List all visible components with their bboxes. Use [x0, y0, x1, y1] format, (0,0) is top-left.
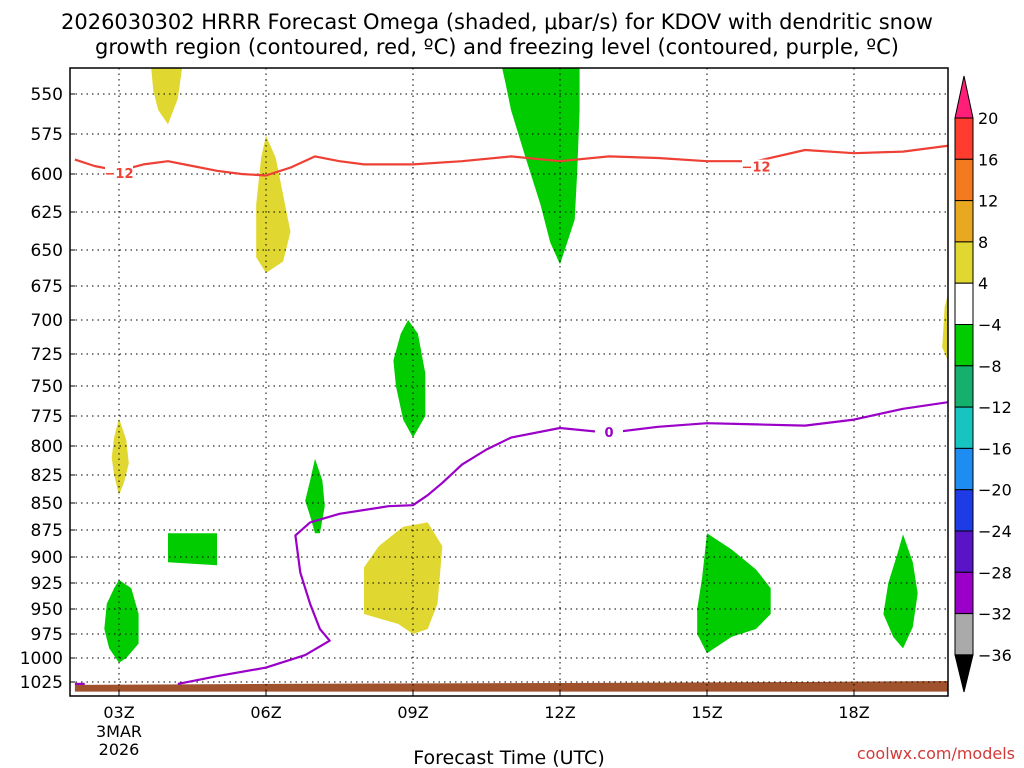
colorbar-label-7: −12: [978, 398, 1012, 417]
y-tick-950: 950: [31, 600, 63, 620]
x-tick-sub-03Z-1: 2026: [99, 740, 140, 759]
contour-label-bg-dendritic-growth-minus12-1: [742, 159, 770, 174]
colorbar-label-2: 12: [978, 192, 998, 211]
colorbar-segment-8: [954, 406, 974, 449]
colorbar-segment-13: [954, 613, 974, 656]
shaded-region-green-03z-lower: [104, 579, 139, 663]
y-tick-575: 575: [31, 125, 63, 145]
contour-label-bg-dendritic-growth-minus12-0: [105, 166, 133, 180]
y-axis: 550 575 600 625 650 675 700 725 750 775 800 825 850 8…: [20, 85, 75, 693]
x-tick-sub-03Z-0: 3MAR: [96, 722, 142, 741]
shaded-region-green-04z-rect: [168, 533, 217, 566]
colorbar-label-12: −32: [978, 605, 1012, 624]
shaded-region-yellow-right-700: [942, 294, 948, 362]
shaded-region-green-11z-12z-upper: [502, 68, 580, 265]
contour-label-dendritic-growth-minus12-1: −12: [742, 161, 771, 176]
x-tick-09Z: 09Z: [397, 703, 428, 722]
shaded-region-green-right-top: [950, 64, 953, 134]
colorbar-segment-9: [954, 447, 974, 491]
colorbar-label-6: −8: [978, 357, 1002, 376]
shaded-region-yellow-09z-lower: [364, 522, 443, 634]
x-tick-18Z: 18Z: [838, 703, 869, 722]
credit-text: coolwx.com/models: [857, 744, 1015, 763]
chart-title-line-2: growth region (contoured, red, ºC) and f…: [95, 35, 899, 59]
x-tick-03Z: 03Z: [103, 703, 134, 722]
grid-layer: [70, 68, 948, 696]
y-tick-825: 825: [31, 466, 63, 486]
y-tick-850: 850: [31, 494, 63, 514]
shaded-region-green-09z-mid: [393, 320, 426, 438]
y-tick-625: 625: [31, 203, 63, 223]
chart-title-line-1: 2026030302 HRRR Forecast Omega (shaded, …: [61, 10, 933, 34]
y-tick-775: 775: [31, 407, 63, 427]
y-tick-675: 675: [31, 277, 63, 297]
plot-frame: [69, 67, 949, 697]
shaded-region-yellow-right-925: [950, 567, 953, 603]
contour-freezing-level-0c: [177, 401, 948, 685]
colorbar-segment-10: [954, 489, 974, 532]
terrain-layer: [74, 681, 948, 692]
colorbar-label-5: −4: [978, 316, 1002, 335]
contour-label-dendritic-growth-minus12-0: −12: [105, 167, 134, 182]
y-tick-550: 550: [31, 85, 63, 105]
colorbar-segment-3: [954, 200, 974, 243]
y-tick-700: 700: [31, 311, 63, 331]
colorbar-label-0: 20: [978, 109, 998, 128]
x-tick-15Z: 15Z: [691, 703, 722, 722]
x-tick-06Z: 06Z: [250, 703, 281, 722]
colorbar-label-3: 8: [978, 233, 988, 252]
terrain-fill: [74, 681, 948, 692]
shaded-region-green-07z-845: [305, 458, 325, 534]
shaded-region-yellow-06z-600-660: [256, 135, 291, 273]
colorbar-label-8: −16: [978, 439, 1012, 458]
y-tick-650: 650: [31, 241, 63, 261]
y-tick-600: 600: [31, 165, 63, 185]
colorbar-segment-7: [954, 365, 974, 408]
x-axis-label: Forecast Time (UTC): [413, 747, 604, 768]
colorbar-label-9: −20: [978, 481, 1012, 500]
contour-label-freezing-level-0c-0: 0: [604, 426, 613, 441]
shaded-region-green-19z-lower: [883, 534, 918, 649]
colorbar-segment-11: [954, 530, 974, 573]
colorbar-segment-4: [954, 241, 974, 284]
contour-label-bg-freezing-level-0c-0: [595, 424, 623, 439]
y-tick-1025: 1025: [20, 673, 63, 693]
y-tick-800: 800: [31, 437, 63, 457]
colorbar-segment-2: [954, 158, 974, 202]
colorbar-label-1: 16: [978, 150, 998, 169]
y-tick-1000: 1000: [20, 649, 63, 669]
colorbar-segment-12: [954, 571, 974, 615]
y-tick-875: 875: [31, 521, 63, 541]
colorbar-label-10: −24: [978, 522, 1012, 541]
shaded-region-yellow-03z-805: [111, 418, 129, 496]
omega-shading: [104, 64, 953, 663]
colorbar-bottom-arrow: [954, 654, 974, 693]
y-tick-925: 925: [31, 574, 63, 594]
contour-layer: −12 −12 0: [74, 144, 948, 686]
colorbar-segment-5: [954, 282, 974, 326]
y-tick-750: 750: [31, 377, 63, 397]
colorbar-segment-6: [954, 324, 974, 367]
colorbar-top-arrow: [954, 75, 974, 119]
shaded-region-yellow-top-04z: [151, 68, 183, 125]
colorbar-label-13: −36: [978, 646, 1012, 665]
colorbar: 20 16 12 8 4 −4 −8 −12 −16 −20 −24 −28 −32 −36: [954, 75, 1012, 693]
y-tick-725: 725: [31, 345, 63, 365]
colorbar-segment-1: [954, 117, 974, 160]
y-tick-975: 975: [31, 625, 63, 645]
shaded-region-green-15z-lower: [697, 533, 771, 654]
x-tick-12Z: 12Z: [544, 703, 575, 722]
contour-dendritic-growth-minus12: [74, 144, 948, 177]
colorbar-label-4: 4: [978, 274, 988, 293]
y-tick-900: 900: [31, 548, 63, 568]
colorbar-label-11: −28: [978, 563, 1012, 582]
